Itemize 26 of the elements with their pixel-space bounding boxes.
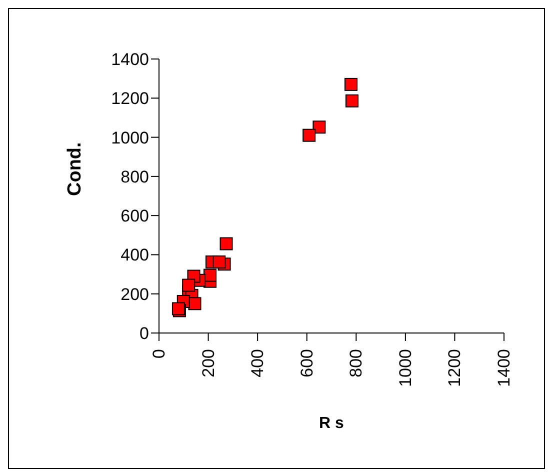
y-tick-label: 1200 <box>111 89 149 108</box>
x-tick-label: 1200 <box>445 349 464 387</box>
y-tick-label: 200 <box>120 284 149 304</box>
x-tick-label: 600 <box>297 349 316 378</box>
y-tick-label: 0 <box>140 324 149 344</box>
x-tick-label: 1400 <box>494 349 514 387</box>
x-axis-title: R s <box>319 415 344 432</box>
point <box>220 237 233 250</box>
y-tick-label: 600 <box>120 206 149 226</box>
x-tick-label: 200 <box>198 349 218 378</box>
point <box>212 255 226 268</box>
point <box>312 120 326 134</box>
point <box>182 278 196 292</box>
point <box>344 78 358 91</box>
x-tick-label: 800 <box>346 349 366 378</box>
point <box>302 128 316 142</box>
point <box>345 94 358 108</box>
x-tick-label: 1000 <box>396 349 415 387</box>
y-tick-label: 800 <box>120 167 149 186</box>
y-tick-label: 400 <box>120 246 149 265</box>
y-tick-label: 1000 <box>111 128 149 148</box>
x-tick-label: 0 <box>150 349 168 358</box>
x-tick-label: 400 <box>248 349 268 378</box>
y-tick-label: 1400 <box>111 50 149 70</box>
y-axis-title: Cond. <box>64 142 86 196</box>
point <box>204 268 217 282</box>
